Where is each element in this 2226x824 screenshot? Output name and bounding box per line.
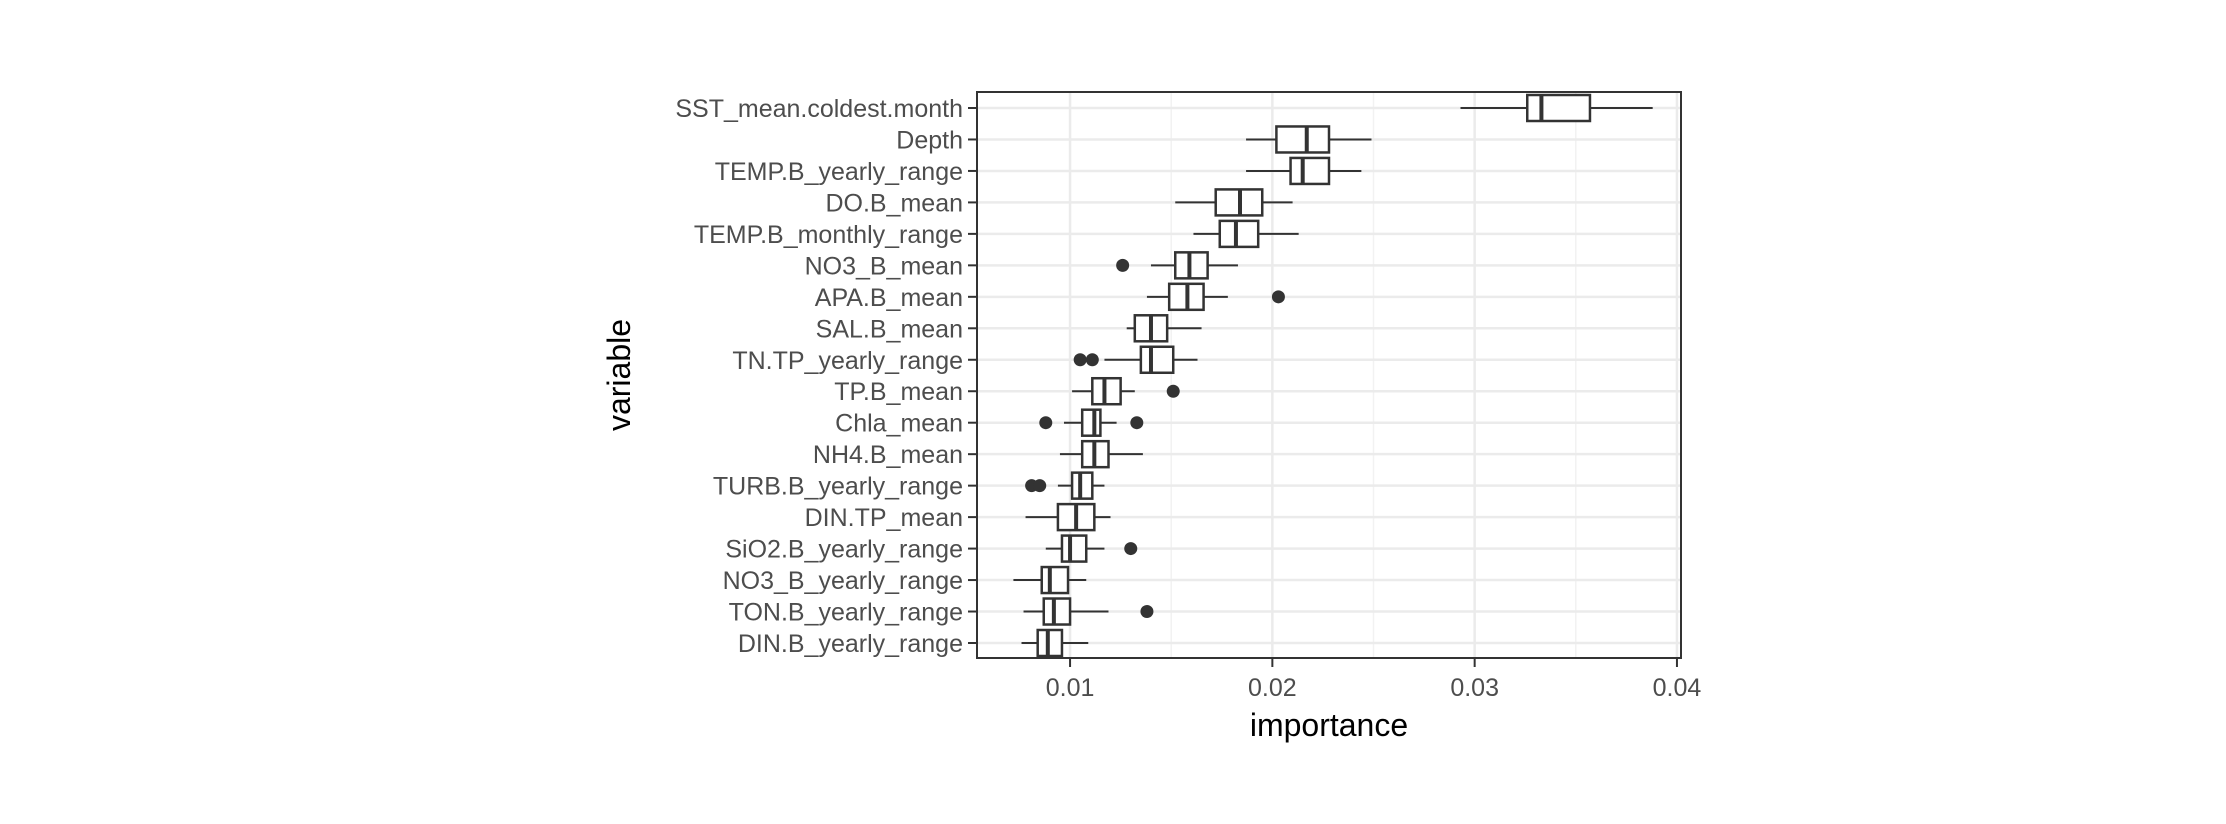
box-NH4.B_mean [1059, 439, 1143, 469]
y-tick-label: Chla_mean [835, 410, 963, 438]
outlier-point [1116, 258, 1130, 272]
y-tick-label: APA.B_mean [815, 284, 963, 312]
box-NO3_B_yearly_range [1013, 565, 1087, 595]
box-iqr [1139, 345, 1175, 375]
box-iqr [1091, 376, 1122, 406]
box-iqr [1275, 125, 1331, 154]
x-tick-label: 0.03 [1450, 674, 1499, 702]
box-iqr [1070, 471, 1094, 500]
y-axis: SST_mean.coldest.month Depth TEMP.B_yearly… [675, 95, 977, 658]
outlier-point [1039, 416, 1053, 430]
y-tick-label: NO3_B_yearly_range [723, 567, 963, 595]
x-tick-label: 0.01 [1046, 674, 1095, 702]
box-SAL.B_mean [1126, 314, 1202, 343]
outlier-point [1140, 605, 1154, 619]
box-TEMP.B_monthly_range [1193, 219, 1299, 249]
y-tick-label: NH4.B_mean [813, 441, 963, 469]
outlier-point [1085, 353, 1099, 367]
y-tick-label: DIN.B_yearly_range [738, 630, 963, 658]
boxes-layer [1013, 93, 1653, 658]
y-tick-label: TEMP.B_yearly_range [715, 158, 963, 186]
box-APA.B_mean [1146, 282, 1285, 312]
box-Chla_mean [1039, 408, 1144, 437]
y-tick-label: SST_mean.coldest.month [675, 95, 963, 123]
y-tick-label: TN.TP_yearly_range [732, 347, 963, 375]
box-TON.B_yearly_range [1023, 597, 1154, 626]
box-iqr [1040, 565, 1070, 595]
outlier-point [1124, 542, 1138, 556]
outlier-point [1033, 479, 1047, 493]
outlier-point [1130, 416, 1144, 430]
box-TURB.B_yearly_range [1025, 471, 1105, 500]
y-tick-label: NO3_B_mean [805, 252, 963, 280]
box-iqr [1174, 251, 1209, 280]
x-tick-label: 0.02 [1248, 674, 1297, 702]
outlier-point [1073, 353, 1087, 367]
y-tick-label: SiO2.B_yearly_range [725, 536, 963, 564]
box-TEMP.B_yearly_range [1246, 156, 1362, 186]
plot-panel-border [976, 91, 1682, 659]
plot-background [977, 92, 1681, 658]
y-tick-label: Depth [896, 126, 963, 154]
y-tick-label: TEMP.B_monthly_range [694, 221, 963, 249]
box-SiO2.B_yearly_range [1045, 534, 1138, 563]
outlier-point [1271, 290, 1285, 304]
y-tick-label: TP.B_mean [834, 378, 963, 406]
outlier-point [1166, 384, 1180, 398]
box-TN.TP_yearly_range [1073, 345, 1198, 375]
y-axis-title: variable [601, 319, 637, 431]
box-DIN.TP_mean [1025, 502, 1111, 532]
y-tick-label: SAL.B_mean [816, 315, 963, 343]
box-DO.B_mean [1175, 188, 1293, 217]
y-tick-label: TURB.B_yearly_range [713, 473, 963, 501]
x-axis-title: importance [1250, 707, 1408, 743]
box-NO3_B_mean [1116, 251, 1238, 280]
box-iqr [1526, 93, 1592, 123]
box-iqr [1218, 219, 1260, 249]
box-Depth [1246, 125, 1372, 154]
box-iqr [1036, 628, 1064, 658]
x-axis: 0.01 0.02 0.03 0.04 [1046, 658, 1702, 702]
y-tick-label: TON.B_yearly_range [729, 599, 963, 627]
y-tick-label: DO.B_mean [825, 189, 963, 217]
y-tick-label: DIN.TP_mean [805, 504, 963, 532]
box-iqr [1042, 597, 1072, 626]
box-iqr [1060, 534, 1088, 563]
box-iqr [1289, 156, 1331, 186]
box-iqr [1080, 408, 1102, 437]
box-SST_mean.coldest.month [1460, 93, 1653, 123]
minor-gridlines [1170, 92, 1577, 658]
box-DIN.B_yearly_range [1021, 628, 1089, 658]
x-tick-label: 0.04 [1653, 674, 1702, 702]
box-TP.B_mean [1072, 376, 1180, 406]
